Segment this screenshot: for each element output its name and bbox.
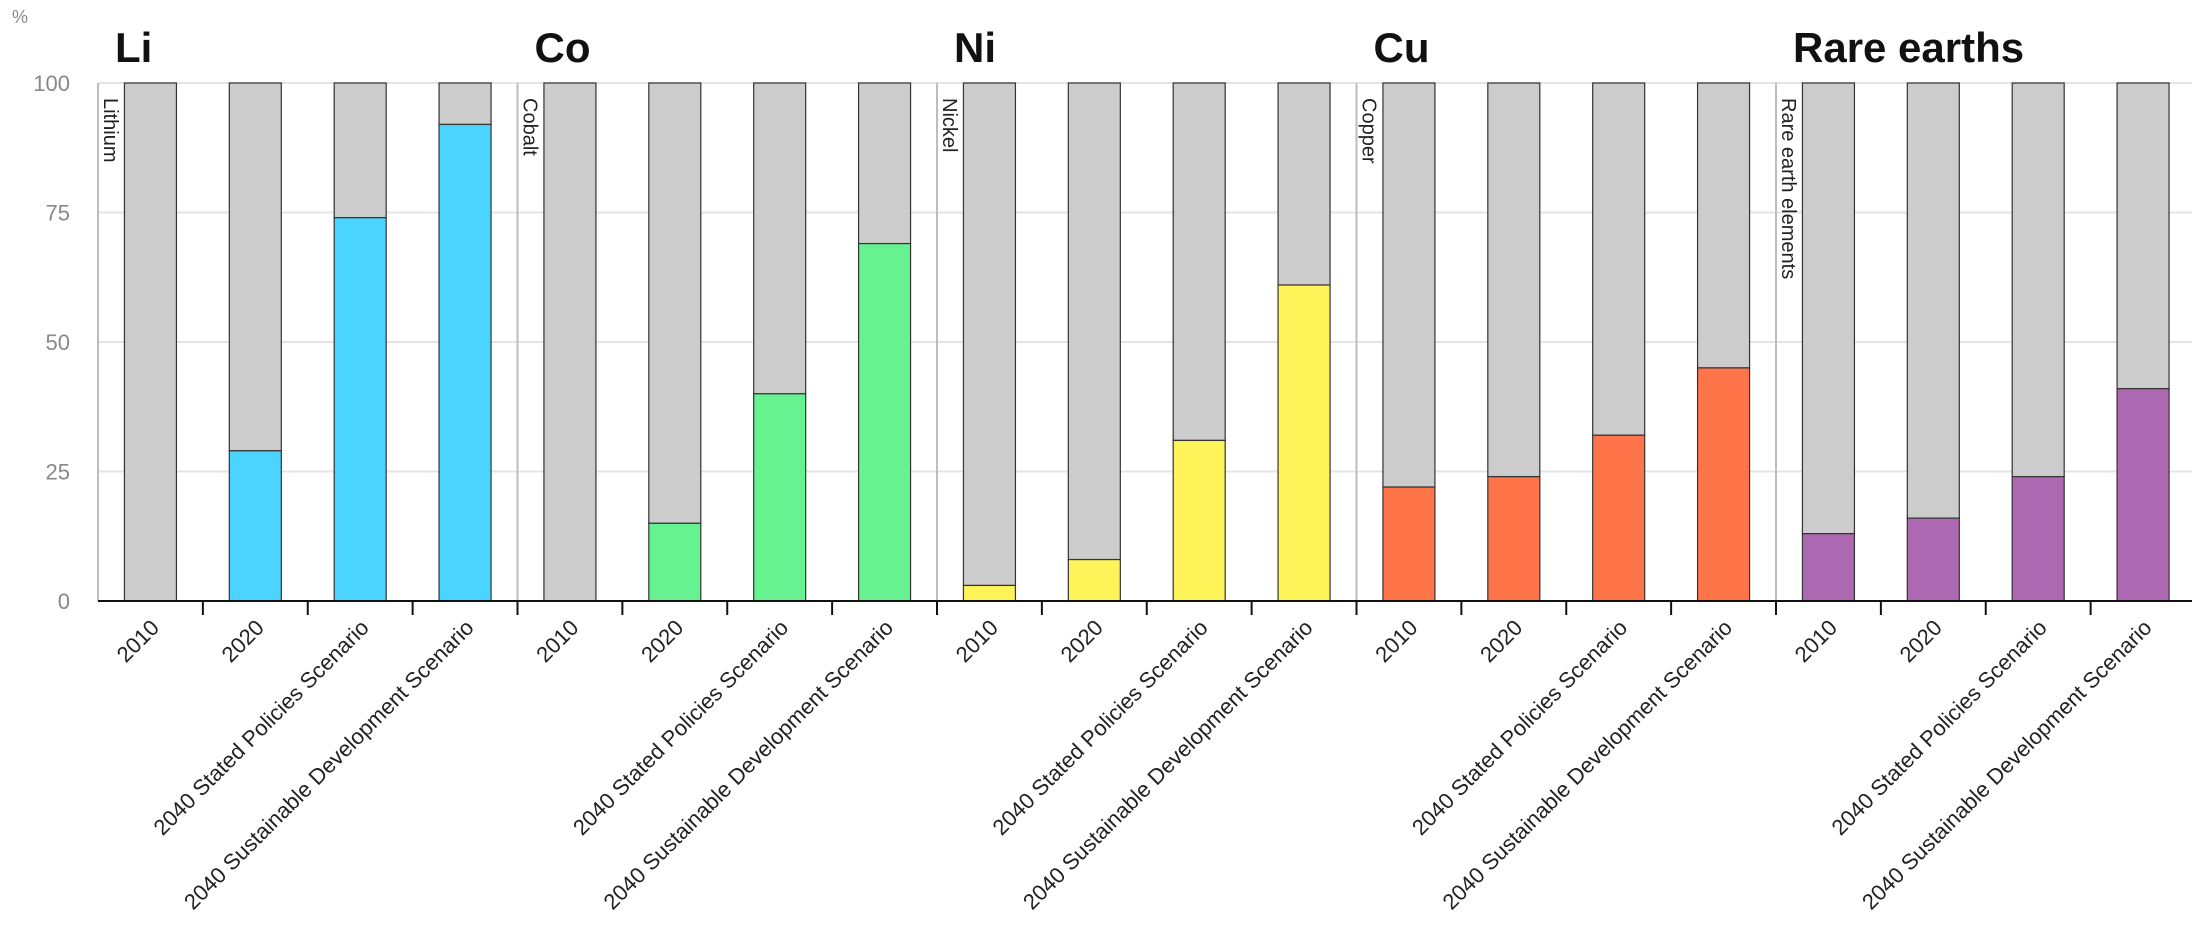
bar-value <box>1487 476 1541 602</box>
bar-remainder <box>1487 82 1541 478</box>
bar-value <box>648 522 702 602</box>
group-name: Nickel <box>938 98 960 152</box>
y-tick-label: 0 <box>58 589 70 614</box>
x-tick-label: 2040 Stated Policies Scenario <box>568 615 793 840</box>
group-name: Copper <box>1358 98 1380 164</box>
bar-remainder <box>438 82 492 126</box>
group-title: Ni <box>954 24 996 71</box>
bar-remainder <box>228 82 282 452</box>
y-axis-unit: % <box>12 7 28 27</box>
gridlines <box>97 82 2192 601</box>
y-tick-label: 50 <box>46 330 70 355</box>
x-tick-label: 2020 <box>1056 615 1108 667</box>
bar-remainder <box>857 82 912 245</box>
bar-value <box>1592 434 1646 602</box>
y-axis: % 0 25 50 75 100 <box>12 7 70 614</box>
bar-value <box>1067 558 1121 602</box>
bar-remainder <box>1067 82 1121 561</box>
x-tick-label: 2010 <box>1790 615 1842 667</box>
x-tick-label: 2010 <box>531 615 583 667</box>
x-tick-label: 2020 <box>1475 615 1527 667</box>
x-tick-label: 2020 <box>636 615 688 667</box>
bar-value <box>228 450 282 602</box>
x-tick-label: 2010 <box>1370 615 1422 667</box>
x-tick-label: 2040 Stated Policies Scenario <box>1407 615 1632 840</box>
bar-value <box>1382 486 1436 602</box>
bar-remainder <box>1592 82 1646 436</box>
bar-remainder <box>543 82 597 602</box>
bar-value <box>1696 367 1751 602</box>
bar-value <box>1801 533 1856 602</box>
bar-value <box>2116 388 2170 602</box>
y-tick-label: 75 <box>46 201 70 226</box>
group-name: Cobalt <box>519 98 541 156</box>
y-tick-label: 100 <box>33 71 70 96</box>
bar-value <box>333 217 387 602</box>
bars <box>123 82 2170 602</box>
bar-remainder <box>2116 82 2170 390</box>
group-name: Lithium <box>99 98 121 162</box>
x-tick-label: 2040 Stated Policies Scenario <box>148 615 373 840</box>
bar-remainder <box>1696 82 1751 369</box>
bar-remainder <box>753 82 807 395</box>
group-title: Cu <box>1374 24 1430 71</box>
bar-value <box>1906 517 1960 602</box>
bar-remainder <box>1906 82 1960 519</box>
bar-remainder <box>333 82 387 219</box>
bar-value <box>857 242 912 602</box>
bar-remainder <box>1172 82 1226 442</box>
x-tick-label: 2040 Stated Policies Scenario <box>1826 615 2051 840</box>
x-tick-label: 2010 <box>951 615 1003 667</box>
bar-remainder <box>1277 82 1331 286</box>
bar-value <box>438 123 492 602</box>
group-labels: Li Lithium Co Cobalt Ni Nickel Cu Copper Rare ea… <box>99 24 2024 279</box>
group-name: Rare earth elements <box>1777 98 1799 279</box>
bar-remainder <box>1382 82 1436 488</box>
x-tick-label: 2020 <box>1895 615 1947 667</box>
bar-remainder <box>123 82 178 602</box>
bar-remainder <box>2011 82 2065 478</box>
group-title: Co <box>535 24 591 71</box>
bar-value <box>1172 439 1226 602</box>
x-tick-label: 2020 <box>217 615 269 667</box>
x-tick-label: 2010 <box>112 615 164 667</box>
bar-value <box>753 393 807 602</box>
bar-remainder <box>648 82 702 524</box>
x-tick-label: 2040 Stated Policies Scenario <box>987 615 1212 840</box>
bar-value <box>1277 284 1331 602</box>
bar-remainder <box>962 82 1017 587</box>
bar-value <box>2011 476 2065 602</box>
y-tick-label: 25 <box>46 460 70 485</box>
bar-remainder <box>1801 82 1856 535</box>
group-title: Rare earths <box>1793 24 2024 71</box>
bar-value <box>962 584 1017 602</box>
group-title: Li <box>115 24 152 71</box>
